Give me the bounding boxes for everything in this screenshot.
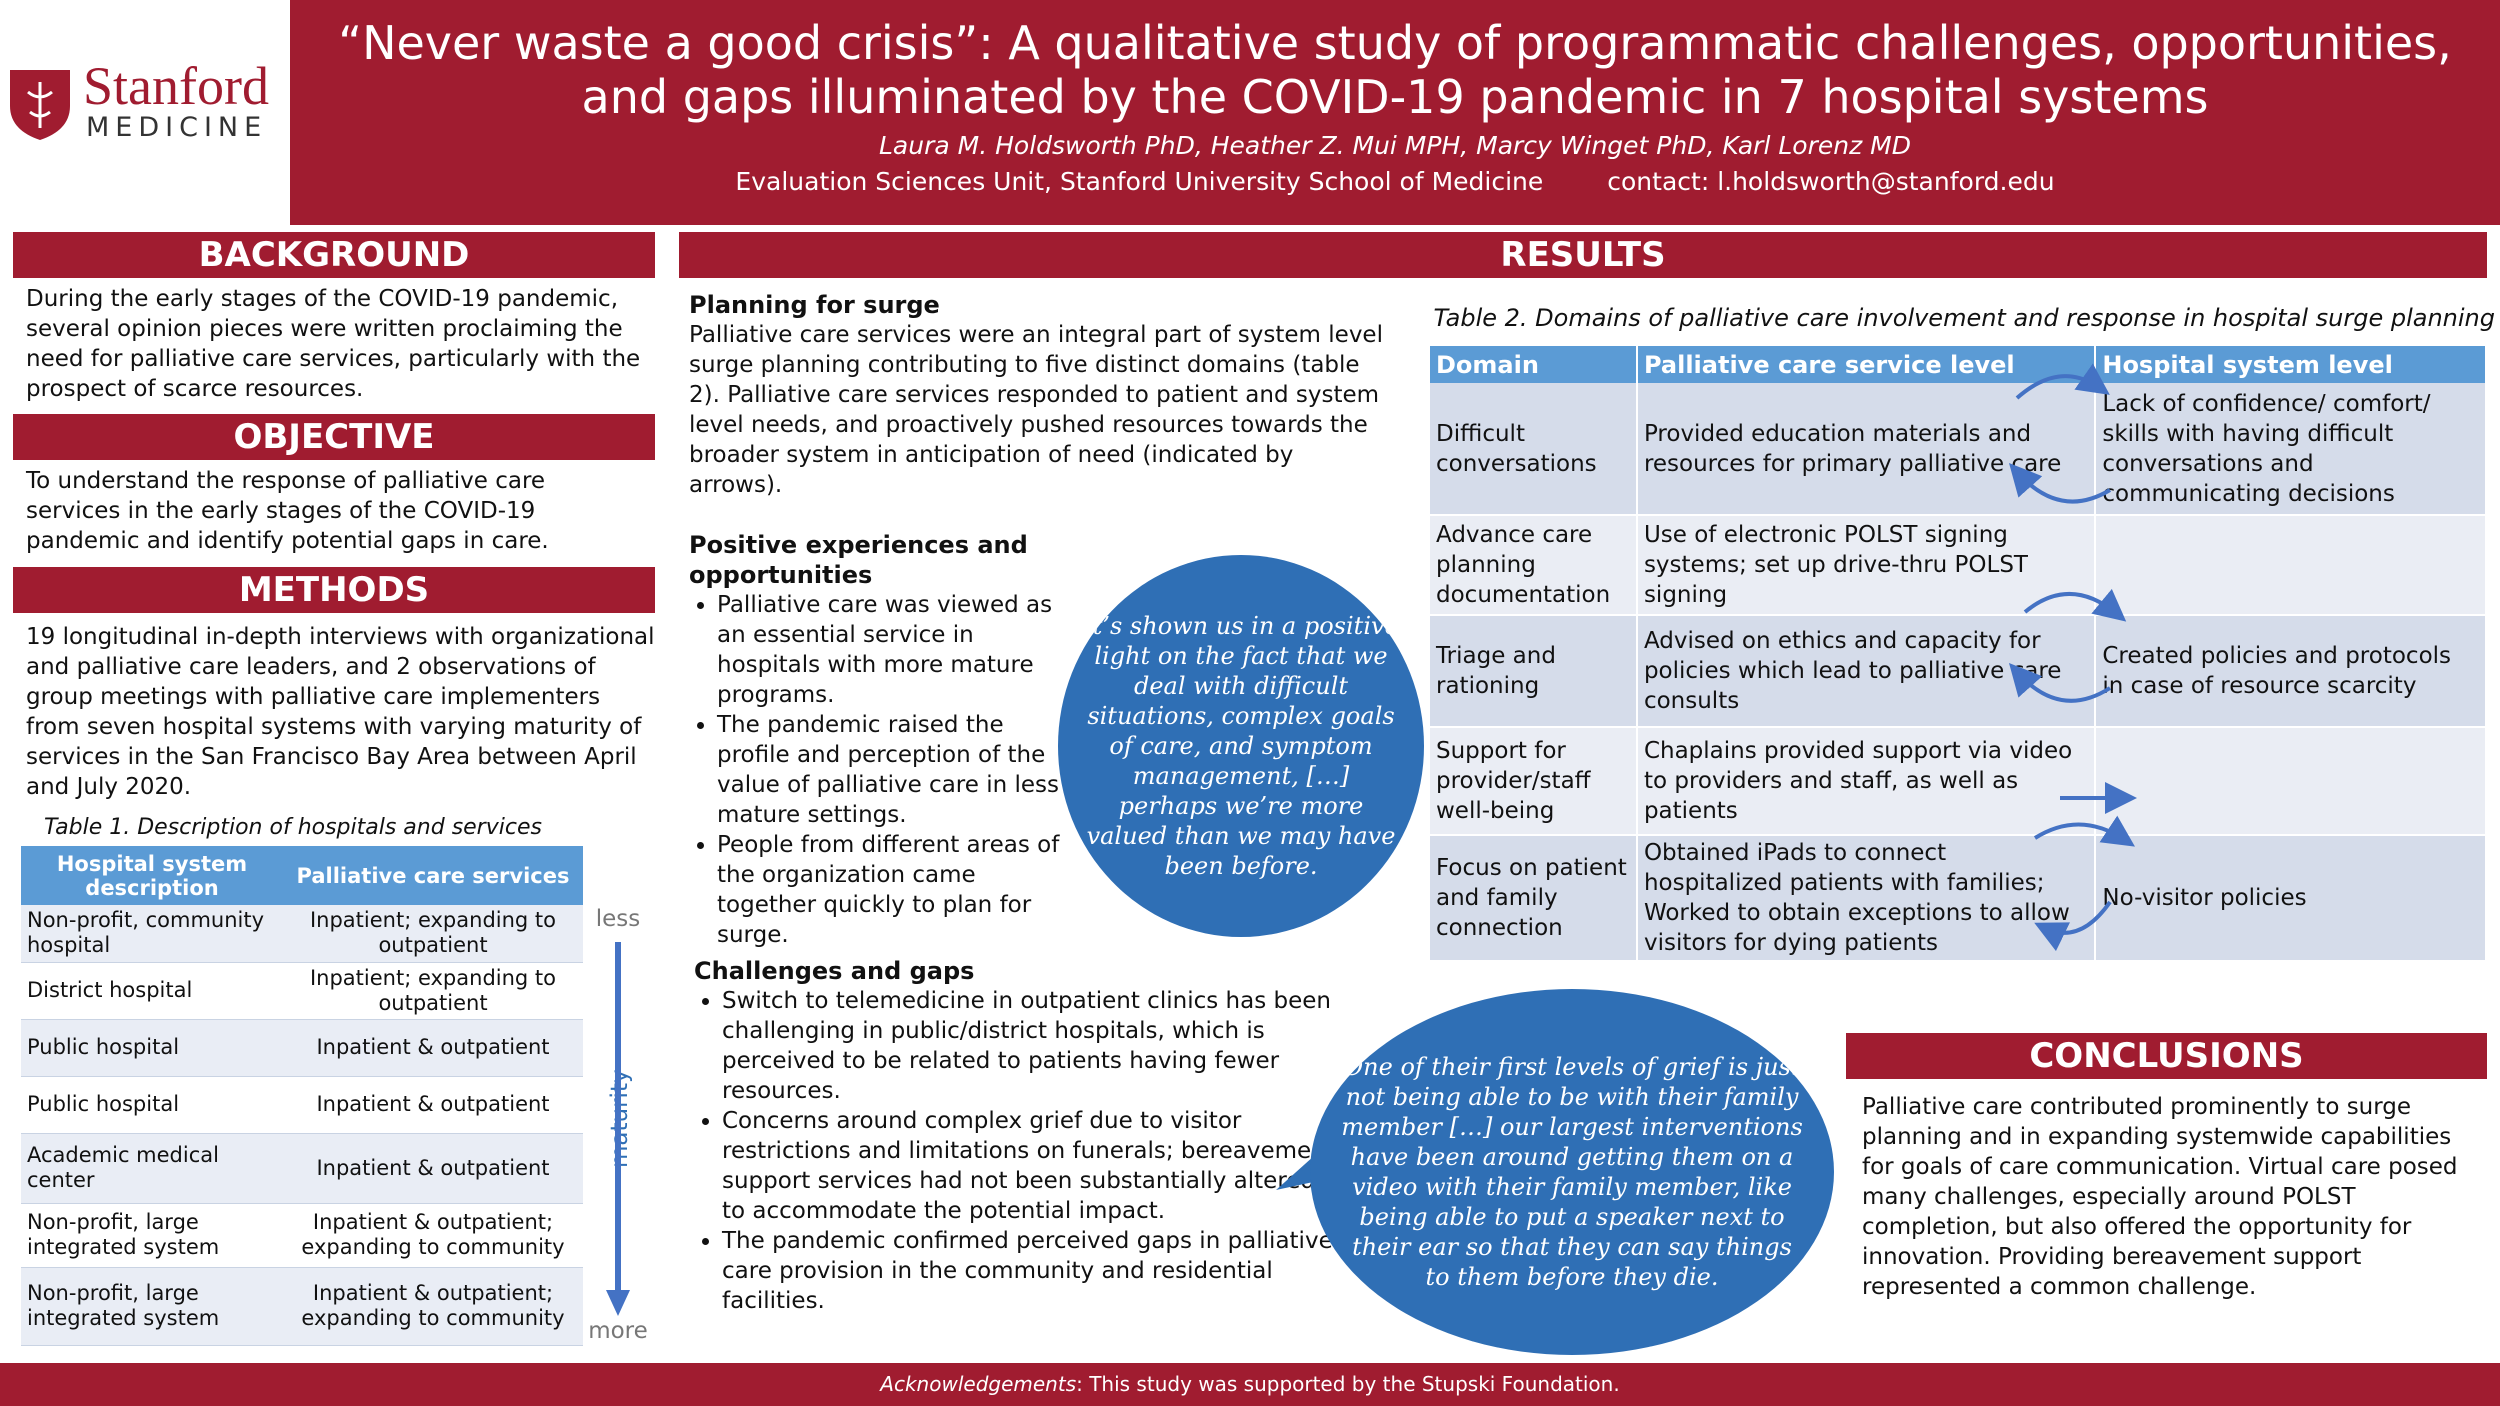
header-cell: Palliative care service level <box>1636 346 2097 383</box>
cell: Advised on ethics and capacity for polic… <box>1636 615 2097 728</box>
section-heading: METHODS <box>13 567 655 613</box>
cell: Non-profit, large integrated system <box>21 1203 283 1268</box>
table-caption: Table 2. Domains of palliative care invo… <box>1433 304 2495 332</box>
logo-sub: MEDICINE <box>86 112 268 143</box>
header-cell: Palliative care services <box>283 846 583 905</box>
cell: Focus on patient and family connection <box>1430 835 1638 962</box>
bullet: The pandemic confirmed perceived gaps in… <box>722 1226 1344 1316</box>
cell: Support for provider/staff well-being <box>1430 727 1638 836</box>
title: “Never waste a good crisis”: A qualitati… <box>338 16 2452 124</box>
cell: Public hospital <box>21 1019 283 1077</box>
table-row: Advance care planning documentation Use o… <box>1430 515 2487 616</box>
section-heading: RESULTS <box>679 232 2487 278</box>
table-header: Hospital system description Palliative ca… <box>21 846 583 905</box>
paragraph: During the early stages of the COVID-19 … <box>26 286 641 402</box>
scale-label: more <box>588 1318 648 1344</box>
paragraph: Palliative care contributed prominently … <box>1862 1094 2458 1300</box>
logo-name: Stanford <box>83 56 269 116</box>
bullet: People from different areas of the organ… <box>717 830 1069 950</box>
cell: No-visitor policies <box>2095 835 2487 962</box>
cell: Use of electronic POLST signing systems;… <box>1636 515 2097 616</box>
cell: Academic medical center <box>21 1133 283 1204</box>
cell <box>2095 727 2487 836</box>
bullet: Switch to telemedicine in outpatient cli… <box>722 986 1344 1106</box>
cell: Inpatient; expanding to outpatient <box>283 905 583 963</box>
table: Domain Palliative care service level Hospi… <box>1430 346 2487 962</box>
bullet: Concerns around complex grief due to vis… <box>722 1106 1344 1226</box>
cell <box>2095 515 2487 616</box>
header: “Never waste a good crisis”: A qualitati… <box>290 0 2500 225</box>
paragraph: Palliative care services were an integra… <box>689 322 1383 498</box>
header-cell: Hospital system description <box>21 846 283 905</box>
cell: Lack of confidence/ comfort/ skills with… <box>2095 383 2487 516</box>
bullet-list: Palliative care was viewed as an essenti… <box>689 590 1069 950</box>
section-heading: OBJECTIVE <box>13 414 655 460</box>
shield-icon <box>10 70 70 140</box>
contact: contact: l.holdsworth@stanford.edu <box>1607 167 2055 196</box>
subheading: Planning for surge <box>689 291 940 319</box>
cell: Triage and rationing <box>1430 615 1638 728</box>
table-row: Triage and rationing Advised on ethics an… <box>1430 615 2487 728</box>
challenges: Challenges and gaps Switch to telemedici… <box>694 956 1344 1316</box>
bullet: Palliative care was viewed as an essenti… <box>717 590 1069 710</box>
cell: Inpatient; expanding to outpatient <box>283 962 583 1020</box>
section-heading: BACKGROUND <box>13 232 655 278</box>
cell: Created policies and protocols in case o… <box>2095 615 2487 728</box>
subheading: Positive experiences and opportunities <box>689 531 1028 589</box>
table-row: District hospital Inpatient; expanding to… <box>21 962 583 1020</box>
cell: Non-profit, large integrated system <box>21 1267 283 1346</box>
planning: Planning for surge Palliative care servi… <box>689 290 1389 500</box>
cell: Non-profit, community hospital <box>21 905 283 963</box>
authors: Laura M. Holdsworth PhD, Heather Z. Mui … <box>879 131 1911 160</box>
cell: District hospital <box>21 962 283 1020</box>
cell: Difficult conversations <box>1430 383 1638 516</box>
cell: Inpatient & outpatient; expanding to com… <box>283 1267 583 1346</box>
cell: Inpatient & outpatient; expanding to com… <box>283 1203 583 1268</box>
header-cell: Hospital system level <box>2095 346 2487 383</box>
bullet: The pandemic raised the profile and perc… <box>717 710 1069 830</box>
cell: Obtained iPads to connect hospitalized p… <box>1636 835 2097 962</box>
cell: Chaplains provided support via video to … <box>1636 727 2097 836</box>
paragraph: To understand the response of palliative… <box>26 468 549 554</box>
table-row: Public hospital Inpatient & outpatient <box>21 1019 583 1077</box>
scale-label: less <box>595 906 641 932</box>
quote-bubble: One of their first levels of grief is ju… <box>1310 989 1834 1355</box>
table-row: Academic medical center Inpatient & outpa… <box>21 1133 583 1204</box>
table-row: Non-profit, community hospital Inpatient;… <box>21 905 583 963</box>
affiliation: Evaluation Sciences Unit, Stanford Unive… <box>735 167 1544 196</box>
footer-text: : This study was supported by the Stupsk… <box>1076 1372 1620 1396</box>
cell: Inpatient & outpatient <box>283 1076 583 1134</box>
table-row: Focus on patient and family connection Ob… <box>1430 835 2487 962</box>
table-row: Support for provider/staff well-being Cha… <box>1430 727 2487 836</box>
table-row: Difficult conversations Provided educatio… <box>1430 383 2487 516</box>
table-caption: Table 1. Description of hospitals and se… <box>44 815 542 840</box>
table-row: Non-profit, large integrated system Inpat… <box>21 1267 583 1346</box>
table-row: Non-profit, large integrated system Inpat… <box>21 1203 583 1268</box>
subheading: Challenges and gaps <box>694 957 975 985</box>
header-cell: Domain <box>1430 346 1638 383</box>
bullet-list: Switch to telemedicine in outpatient cli… <box>694 986 1344 1316</box>
table: Hospital system description Palliative ca… <box>21 846 583 1346</box>
cell: Provided education materials and resourc… <box>1636 383 2097 516</box>
paragraph: 19 longitudinal in-depth interviews with… <box>26 624 655 800</box>
cell: Advance care planning documentation <box>1430 515 1638 616</box>
cell: Inpatient & outpatient <box>283 1019 583 1077</box>
footer-label: Acknowledgements <box>880 1372 1077 1396</box>
logo: Stanford MEDICINE <box>0 0 290 225</box>
positive: Positive experiences and opportunities P… <box>689 530 1069 950</box>
cell: Inpatient & outpatient <box>283 1133 583 1204</box>
table-header: Domain Palliative care service level Hospi… <box>1430 346 2487 383</box>
cell: Public hospital <box>21 1076 283 1134</box>
quote-bubble: It’s shown us in a positive light on the… <box>1058 555 1424 937</box>
table-row: Public hospital Inpatient & outpatient <box>21 1076 583 1134</box>
footer: Acknowledgements: This study was support… <box>0 1363 2500 1406</box>
section-heading: CONCLUSIONS <box>1846 1033 2487 1079</box>
scale-arrow <box>606 942 630 1316</box>
